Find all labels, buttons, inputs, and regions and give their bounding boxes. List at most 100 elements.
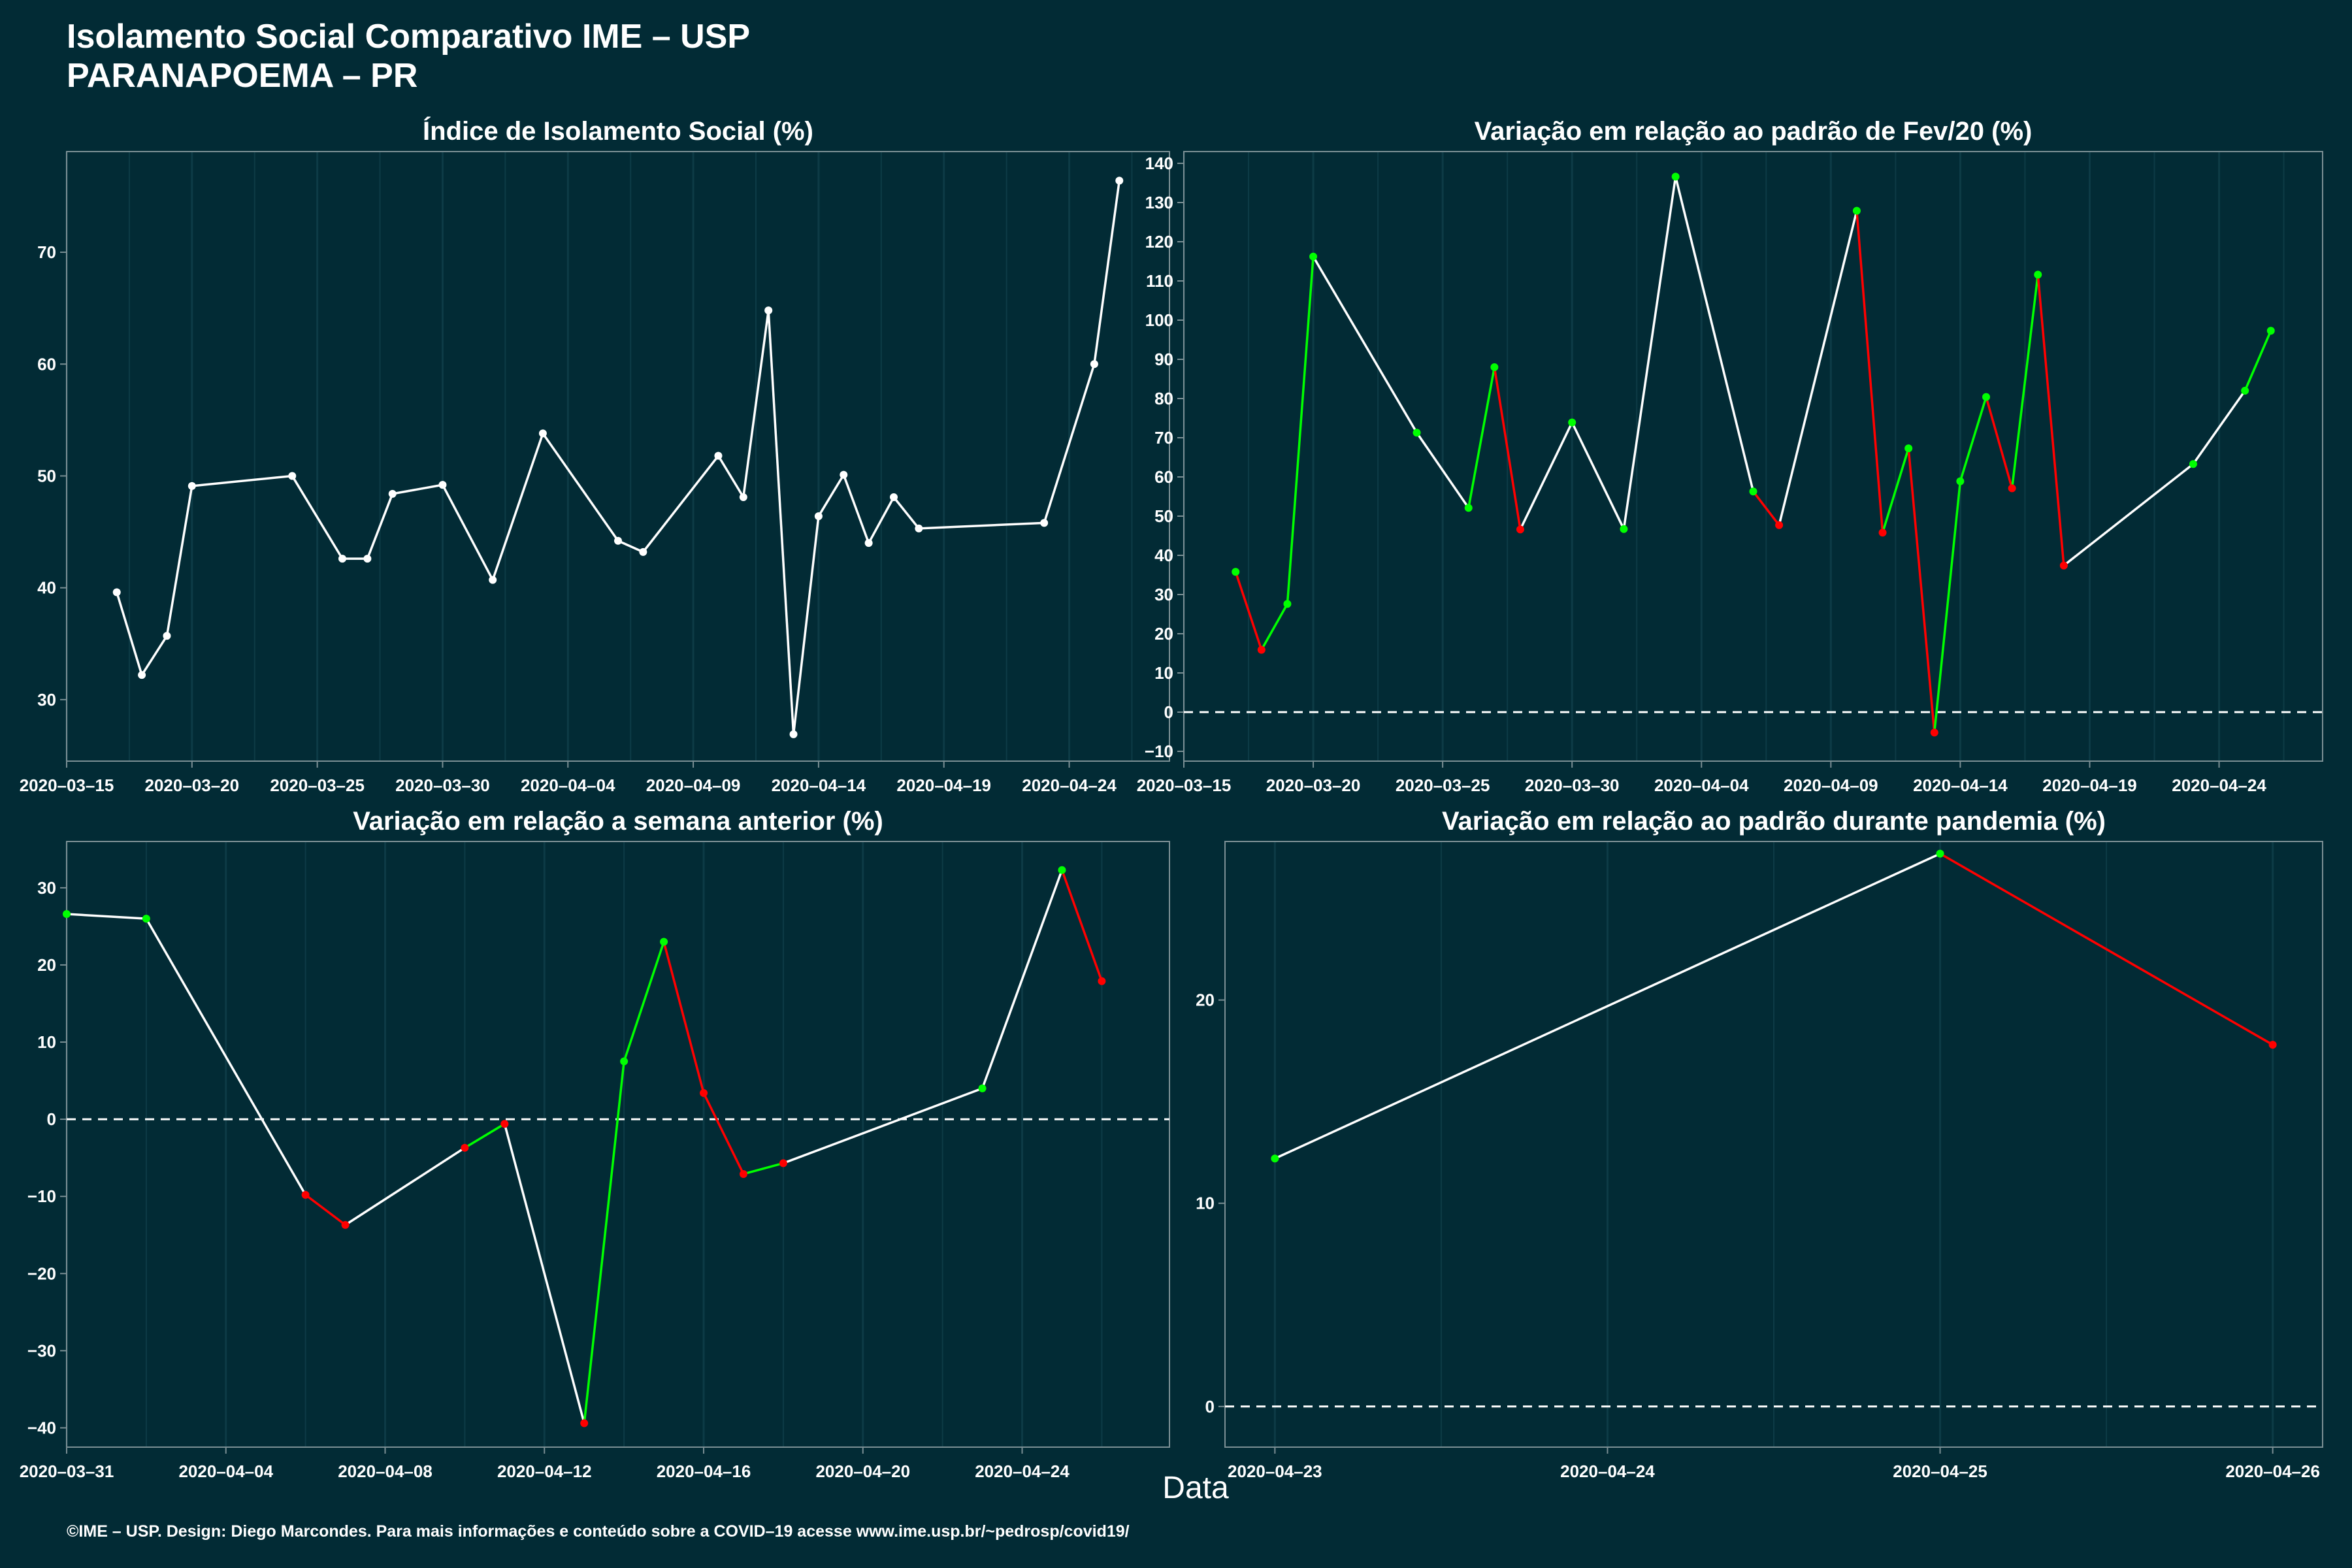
series-segment [1933, 481, 1962, 733]
chart-panel-1: Índice de Isolamento Social (%) 30 40 50 60 7… [20, 116, 1170, 795]
series-segment [2063, 463, 2195, 566]
data-point [614, 536, 622, 545]
data-point [341, 1220, 350, 1229]
y-tick-label: 50 [1154, 506, 1173, 526]
series-segment [1907, 448, 1936, 733]
data-point [1775, 521, 1784, 529]
series-segment [165, 485, 193, 636]
y-tick-label: −20 [27, 1264, 56, 1283]
series-segment [1274, 853, 1941, 1160]
y-tick-label: 40 [1154, 546, 1173, 565]
data-point [978, 1084, 987, 1092]
x-tick-label: 2020–04–24 [975, 1462, 1070, 1481]
data-point [1956, 477, 1965, 485]
data-point [1413, 429, 1421, 437]
x-tick-label: 2020–04–04 [521, 776, 615, 795]
y-tick-label: −30 [27, 1341, 56, 1360]
data-point [779, 1159, 787, 1168]
data-point [112, 588, 121, 596]
series-segment [1855, 210, 1884, 533]
series-segment [1093, 180, 1121, 365]
y-tick-label: −10 [27, 1186, 56, 1206]
y-tick-label: 70 [37, 242, 56, 262]
data-point [2266, 327, 2275, 335]
chart-panel-3: Variação em relação a semana anterior (%… [20, 807, 1170, 1481]
data-point [639, 547, 647, 556]
x-tick-label: 2020–03–25 [1396, 776, 1490, 795]
y-tick-label: 10 [1196, 1194, 1215, 1213]
series-segment [1752, 491, 1780, 526]
x-tick-label: 2020–04–16 [657, 1462, 751, 1481]
data-point [1098, 977, 1106, 985]
series-segment [1959, 397, 1987, 482]
y-tick-label: 20 [37, 955, 56, 975]
series-segment [617, 540, 644, 553]
data-point [489, 576, 497, 584]
x-tick-label: 2020–03–15 [1137, 776, 1232, 795]
data-point [580, 1419, 589, 1428]
data-point [915, 524, 923, 532]
data-point [500, 1120, 509, 1128]
y-tick-label: 30 [37, 878, 56, 898]
data-point [2268, 1041, 2277, 1049]
series-segment [1778, 210, 1858, 526]
data-point [1671, 172, 1680, 181]
y-tick-label: 10 [37, 1032, 56, 1052]
x-tick-label: 2020–03–31 [20, 1462, 114, 1481]
series-segment [366, 493, 394, 559]
data-point [2241, 387, 2249, 395]
data-point [1309, 252, 1318, 261]
series-segment [1260, 603, 1288, 651]
series-segment [1467, 367, 1496, 508]
series-segment [742, 310, 770, 498]
data-point [288, 472, 297, 480]
series-segment [145, 918, 307, 1196]
data-point [2059, 561, 2068, 570]
series-segment [491, 433, 544, 581]
x-tick-label: 2020–03–20 [1266, 776, 1361, 795]
data-point [163, 632, 171, 640]
y-tick-label: 20 [1154, 624, 1173, 644]
chart-title: Índice de Isolamento Social (%) [423, 116, 813, 146]
x-tick-label: 2020–04–24 [1022, 776, 1117, 795]
data-point [660, 938, 668, 946]
series-segment [817, 474, 845, 517]
series-segment [542, 433, 619, 542]
series-segment [1493, 367, 1522, 530]
series-segment [2244, 330, 2272, 391]
x-tick-label: 2020–04–19 [2042, 776, 2137, 795]
series-segment [1985, 397, 2014, 489]
y-tick-label: 60 [37, 354, 56, 374]
x-tick-label: 2020–04–08 [338, 1462, 433, 1481]
data-point [1283, 600, 1292, 608]
y-tick-label: 100 [1145, 310, 1173, 330]
data-point [739, 1169, 747, 1178]
data-point [188, 482, 196, 490]
y-tick-label: 20 [1196, 990, 1215, 1010]
series-segment [1939, 853, 2274, 1046]
footer-credits: ©IME – USP. Design: Diego Marcondes. Par… [67, 1522, 1130, 1541]
x-tick-label: 2020–04–12 [497, 1462, 592, 1481]
y-tick-label: 30 [37, 690, 56, 710]
y-tick-label: 120 [1145, 232, 1173, 252]
series-segment [842, 474, 870, 544]
series-segment [702, 1092, 745, 1175]
chart-title: Variação em relação a semana anterior (%… [353, 807, 883, 836]
data-point [461, 1143, 469, 1152]
data-point [864, 539, 873, 547]
series-segment [392, 483, 443, 495]
data-point [1464, 504, 1473, 512]
data-point [840, 470, 848, 479]
title-line-2: PARANAPOEMA – PR [67, 57, 418, 95]
data-point [1257, 645, 1266, 654]
data-point [438, 481, 447, 489]
data-point [1982, 393, 1991, 401]
x-tick-label: 2020–04–25 [1893, 1462, 1987, 1481]
y-tick-label: 0 [1205, 1397, 1215, 1416]
series-segment [767, 310, 795, 735]
data-point [2189, 460, 2197, 468]
series-segment [1043, 363, 1096, 523]
data-point [789, 730, 798, 738]
series-segment [583, 1061, 625, 1424]
data-point [1878, 529, 1887, 537]
